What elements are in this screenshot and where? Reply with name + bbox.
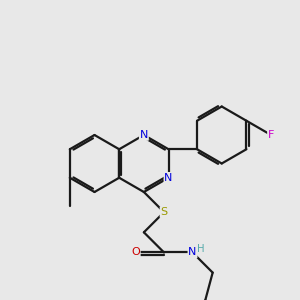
Text: N: N: [164, 173, 173, 183]
Text: S: S: [160, 207, 168, 217]
Text: N: N: [140, 130, 148, 140]
Text: N: N: [188, 248, 197, 257]
Text: F: F: [268, 130, 274, 140]
Text: H: H: [197, 244, 205, 254]
Text: O: O: [131, 248, 140, 257]
